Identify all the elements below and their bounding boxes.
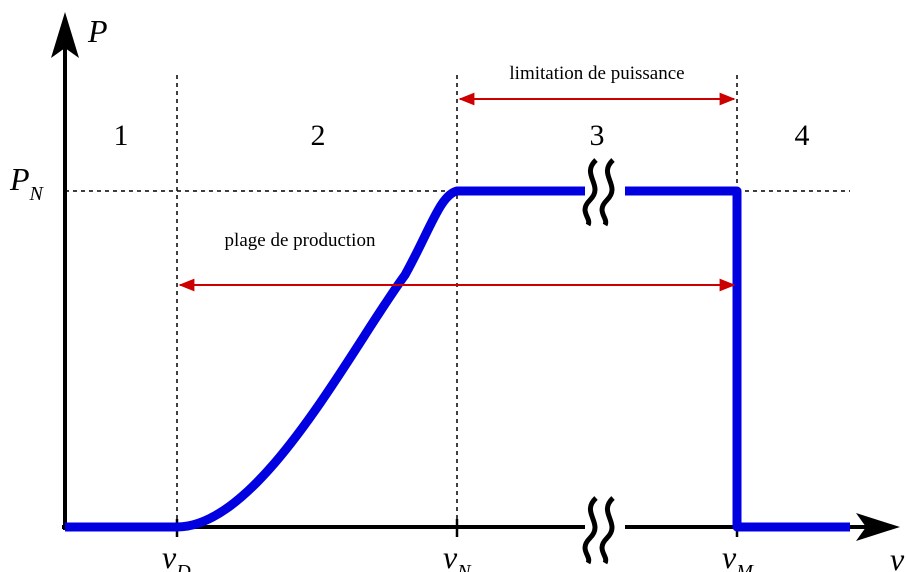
region-label: 2	[311, 119, 326, 152]
annotation: limitation de puissance	[509, 63, 684, 84]
y-axis-label: P	[87, 13, 108, 49]
axes	[51, 12, 900, 541]
x-axis-label: v	[890, 541, 905, 572]
subscript: M	[735, 561, 754, 572]
region-label: 1	[114, 119, 129, 152]
subscript: N	[456, 561, 472, 572]
power-curve	[65, 186, 850, 532]
rated-power-label: PN	[9, 161, 45, 205]
symbol: v	[162, 539, 177, 572]
speed-label: vD	[162, 539, 191, 572]
annotation: plage de production	[225, 230, 376, 251]
speed-label: vN	[443, 539, 472, 572]
guides	[65, 75, 850, 527]
region-label: 3	[590, 119, 605, 152]
subscript: D	[175, 561, 191, 572]
region-label: 4	[795, 119, 810, 152]
symbol: v	[443, 539, 458, 572]
symbol: v	[722, 539, 737, 572]
symbol: P	[9, 161, 30, 197]
speed-label: vM	[722, 539, 754, 572]
break-symbols	[582, 158, 625, 565]
subscript: N	[29, 183, 45, 205]
